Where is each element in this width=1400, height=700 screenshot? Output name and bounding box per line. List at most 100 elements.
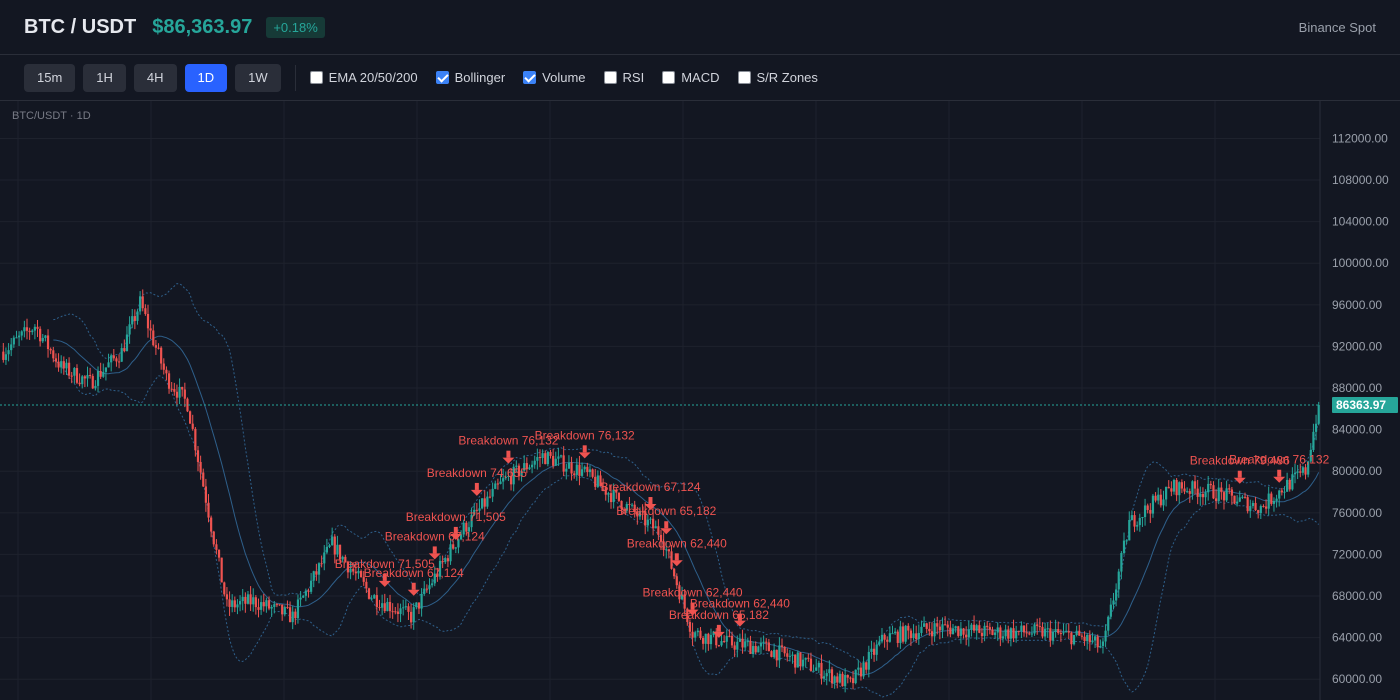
candle-body [1072, 634, 1076, 645]
candle-body [1143, 505, 1147, 518]
candle-body [1188, 491, 1191, 494]
volume-checkbox[interactable] [523, 71, 537, 84]
candle-body [296, 599, 300, 619]
candle-body [412, 607, 415, 623]
candle-body [36, 326, 39, 329]
candle-body [396, 611, 400, 614]
indicator-macd-toggle[interactable]: MACD [662, 70, 720, 85]
timeframe-4h-button[interactable]: 4H [133, 63, 177, 92]
candle-body [1149, 510, 1152, 514]
toolbar-divider [294, 64, 296, 91]
candle-body [970, 624, 973, 630]
timeframe-1w-button[interactable]: 1W [235, 63, 281, 92]
candle-body [441, 560, 444, 563]
candle-body [641, 511, 644, 513]
candle-body [204, 486, 207, 503]
candle-body [338, 544, 342, 560]
candle-body [1054, 629, 1057, 632]
candle-body [528, 467, 531, 470]
candle-body [4, 354, 8, 360]
candle-body [991, 629, 994, 635]
candle-body [649, 518, 652, 520]
candle-body [796, 652, 799, 668]
candle-body [452, 544, 455, 549]
candle-body [630, 504, 634, 506]
candle-body [191, 423, 194, 429]
candle-body [838, 673, 841, 683]
candle-body [533, 460, 536, 465]
price-chart[interactable]: 112000.00 108000.00 104000.00 100000.00 9600… [0, 101, 1400, 700]
candle-body [888, 633, 891, 642]
ema-checkbox[interactable] [309, 71, 323, 84]
candle-body [999, 627, 1002, 639]
candle-body [178, 386, 181, 398]
candle-body [1314, 423, 1318, 432]
indicator-ema-toggle[interactable]: EMA 20/50/200 [309, 70, 418, 85]
candle-body [1307, 461, 1310, 475]
candle-body [515, 465, 518, 467]
candle-body [1017, 630, 1020, 632]
candle-body [1154, 495, 1157, 501]
candle-body [717, 645, 720, 647]
candle-body [509, 475, 513, 485]
candle-body [278, 604, 281, 606]
indicator-rsi-toggle[interactable]: RSI [603, 70, 644, 85]
candle-body [691, 631, 694, 638]
candle-body [709, 634, 713, 645]
candle-body [317, 563, 321, 575]
candle-body [549, 452, 552, 456]
candle-body [352, 568, 355, 572]
candle-body [233, 600, 236, 608]
sr-zones-checkbox[interactable] [737, 71, 751, 84]
candle-body [773, 649, 776, 658]
candle-body [323, 552, 326, 564]
candle-body [988, 627, 991, 630]
bollinger-checkbox[interactable] [435, 71, 449, 84]
candle-body [312, 571, 315, 581]
candle-body [859, 667, 863, 677]
indicator-sr-zones-toggle[interactable]: S/R Zones [737, 70, 818, 85]
candle-body [794, 654, 797, 668]
breakdown-arrow-icon [664, 521, 669, 529]
candle-body [673, 568, 676, 577]
candle-body [1299, 471, 1302, 473]
candle-body [94, 385, 97, 389]
candle-body [165, 369, 168, 374]
breakdown-annotation-label: Breakdown 71,505 [406, 510, 506, 524]
ema-label: EMA 20/50/200 [328, 70, 418, 85]
candle-body [791, 654, 794, 656]
candle-body [854, 669, 857, 684]
candle-body [751, 646, 755, 655]
candle-body [1191, 481, 1194, 494]
candle-body [946, 624, 949, 628]
timeframe-15m-button[interactable]: 15m [24, 63, 76, 92]
candle-body [646, 519, 649, 526]
candle-body [267, 600, 271, 609]
candle-body [878, 641, 881, 645]
candle-body [210, 517, 213, 532]
candle-body [420, 593, 423, 609]
candle-body [644, 511, 647, 526]
candle-body [488, 496, 492, 498]
breakdown-annotation-label: Breakdown 62,440 [643, 586, 743, 600]
candle-body [1125, 540, 1128, 542]
chart-area[interactable]: 112000.00 108000.00 104000.00 100000.00 9600… [0, 101, 1400, 700]
candle-body [52, 350, 55, 359]
candle-body [359, 570, 363, 578]
indicator-bollinger-toggle[interactable]: Bollinger [435, 70, 505, 85]
timeframe-1h-button[interactable]: 1H [83, 63, 126, 92]
candle-body [1009, 628, 1012, 639]
candle-body [241, 596, 244, 602]
breakdown-arrow-icon [648, 497, 653, 505]
candle-body [310, 580, 313, 592]
macd-checkbox[interactable] [662, 71, 676, 84]
candle-body [933, 623, 936, 637]
candle-body [804, 657, 807, 660]
rsi-checkbox[interactable] [603, 71, 617, 84]
candle-body [217, 549, 221, 558]
candle-body [1015, 630, 1018, 639]
timeframe-1d-button[interactable]: 1D [184, 63, 228, 92]
candle-body [1238, 497, 1241, 502]
candle-body [754, 646, 757, 653]
indicator-volume-toggle[interactable]: Volume [523, 70, 586, 85]
